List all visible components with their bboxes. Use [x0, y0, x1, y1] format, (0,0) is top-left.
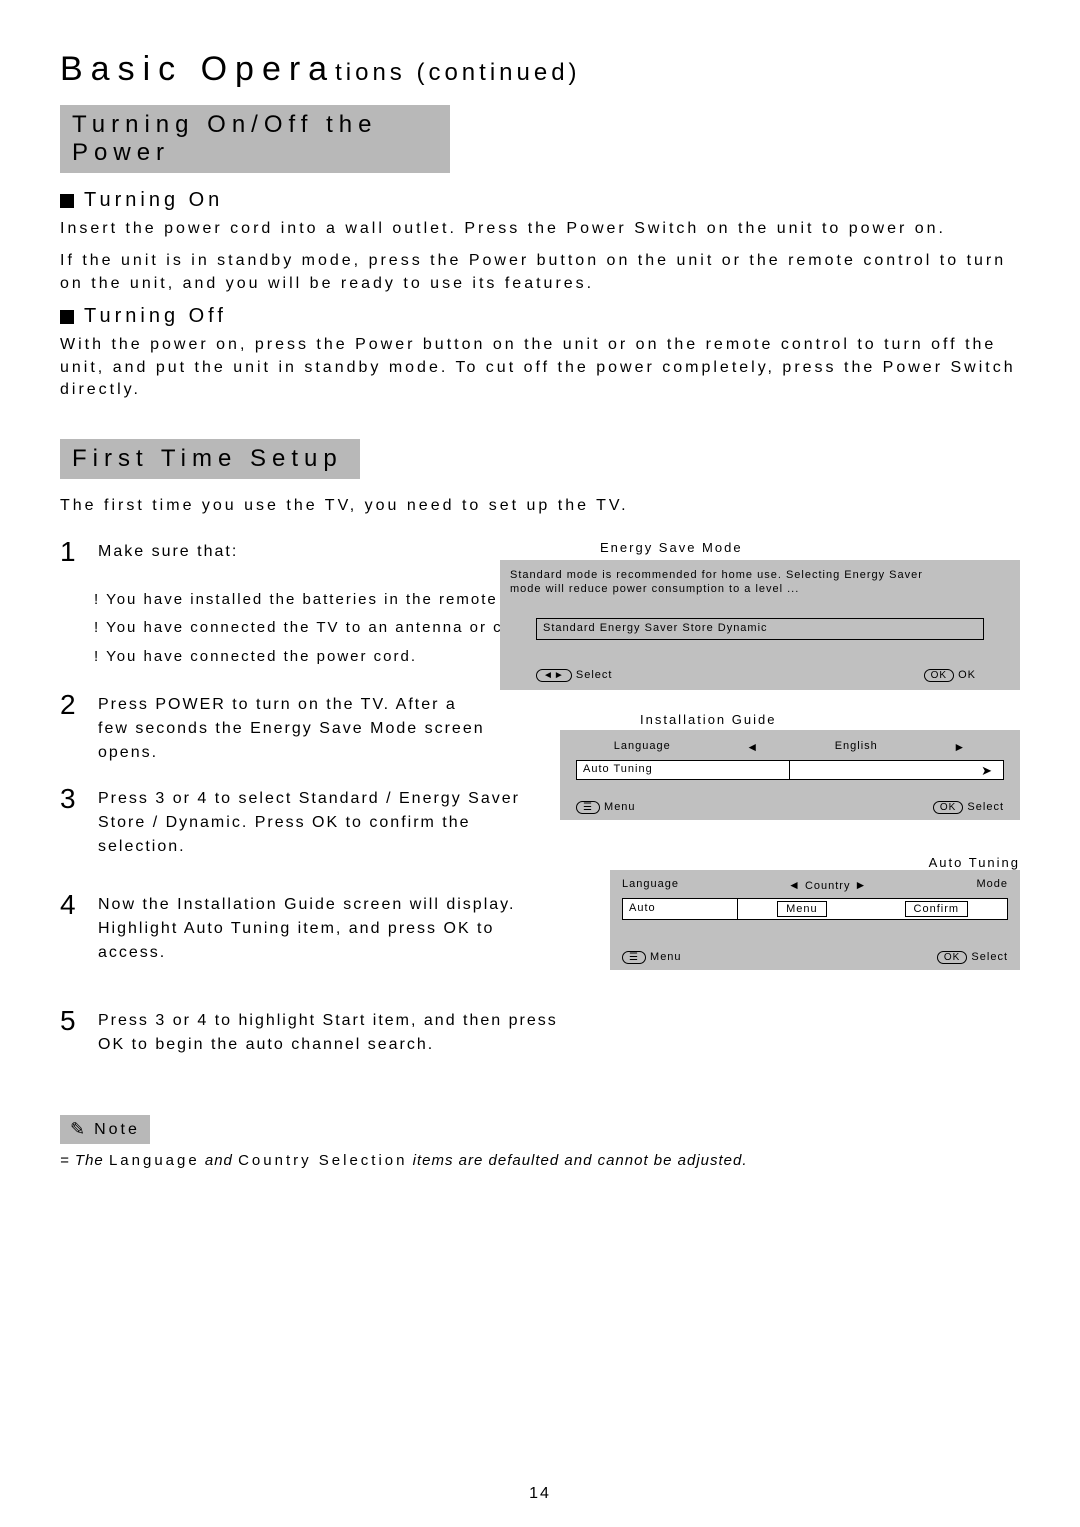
step-3-text: Press 3 or 4 to select Standard / Energy… [98, 783, 540, 859]
panel-auto-tuning: Language ◄ Country ► Mode Auto Menu Conf… [610, 870, 1020, 970]
arrow-left-icon: ◄ [746, 740, 759, 754]
panel-energy-save: Standard mode is recommended for home us… [500, 560, 1020, 690]
note-post: items are defaulted and cannot be adjust… [407, 1152, 747, 1169]
step-4-text: Now the Installation Guide screen will d… [98, 889, 540, 965]
panel1-desc-line1: Standard mode is recommended for home us… [510, 569, 923, 581]
panel3-h1: Language [622, 878, 679, 892]
section-bar-power: Turning On/Off the Power [60, 105, 450, 173]
note-badge: ✎ Note [60, 1115, 150, 1144]
step-number: 2 [60, 689, 84, 721]
heading-off-text: Turning Off [84, 305, 227, 327]
ok-icon: OK [924, 669, 954, 682]
panel2-lang-label: Language [614, 740, 671, 754]
panel3-confirm-btn: Confirm [905, 901, 969, 917]
note-pre: = The [60, 1152, 109, 1169]
step-number: 3 [60, 783, 84, 815]
panel1-options: Standard Energy Saver Store Dynamic [536, 618, 984, 640]
heading-on-text: Turning On [84, 189, 223, 211]
text-on-1: Insert the power cord into a wall outlet… [60, 218, 1020, 240]
panel-install-guide: Language ◄ English ► Auto Tuning ➤ ☰ Men… [560, 730, 1020, 820]
panel2-footer: ☰ Menu OK Select [576, 801, 1004, 814]
text-on-2: If the unit is in standby mode, press th… [60, 250, 1020, 295]
panel3-title: Auto Tuning [929, 855, 1020, 870]
heading-turning-on: Turning On [60, 189, 1020, 212]
step-number: 1 [60, 536, 84, 568]
nav-icon: ◄► [536, 669, 572, 682]
ok-icon: OK [933, 801, 963, 814]
panel3-auto-cell: Auto [623, 899, 738, 919]
panel2-row1: Language ◄ English ► [576, 740, 1004, 754]
page-number: 14 [0, 1485, 1080, 1503]
arrow-right-icon: ► [953, 740, 966, 754]
note-country: Country Selection [238, 1152, 407, 1169]
panel1-right: OK OK [924, 669, 976, 682]
menu-icon: ☰ [622, 951, 646, 964]
step-2: 2 Press POWER to turn on the TV. After a… [60, 689, 490, 765]
panel2-lang-value: English [835, 740, 878, 754]
panel1-desc: Standard mode is recommended for home us… [510, 568, 923, 597]
heading-turning-off: Turning Off [60, 305, 1020, 328]
pencil-icon: ✎ [70, 1119, 88, 1140]
step-2-text: Press POWER to turn on the TV. After a f… [98, 689, 490, 765]
panel3-header: Language ◄ Country ► Mode [622, 878, 1008, 892]
step-number: 4 [60, 889, 84, 921]
panel2-left: ☰ Menu [576, 801, 636, 814]
panel3-mid: Menu Confirm [738, 899, 1007, 919]
panel3-h3: Mode [976, 878, 1008, 892]
square-bullet-icon [60, 310, 74, 324]
ok-icon: OK [937, 951, 967, 964]
panel3-right: OK Select [937, 951, 1008, 964]
page-title: Basic Operations (continued) [60, 50, 1020, 89]
panel3-left: ☰ Menu [622, 951, 682, 964]
arrow-left-icon: ◄ [788, 878, 801, 892]
square-bullet-icon [60, 194, 74, 208]
panel3-footer: ☰ Menu OK Select [622, 951, 1008, 964]
panel2-autotune-cell: Auto Tuning [577, 761, 790, 779]
step-4: 4 Now the Installation Guide screen will… [60, 889, 540, 965]
title-main: Basic Opera [60, 50, 335, 88]
note-mid: and [200, 1152, 238, 1169]
step-5-text: Press 3 or 4 to highlight Start item, an… [98, 1005, 580, 1057]
panel3-menu-btn: Menu [777, 901, 827, 917]
panel2-title: Installation Guide [640, 712, 776, 727]
panel3-boxrow: Auto Menu Confirm [622, 898, 1008, 920]
panel1-footer: ◄► Select OK OK [536, 669, 976, 682]
panel1-title: Energy Save Mode [600, 540, 743, 555]
menu-icon: ☰ [576, 801, 600, 814]
section-bar-setup: First Time Setup [60, 439, 360, 479]
title-sub: tions (continued) [335, 59, 580, 86]
panel2-arrow-cell: ➤ [790, 761, 1003, 779]
panel1-left: ◄► Select [536, 669, 612, 682]
arrow-right-icon: ► [855, 878, 868, 892]
setup-intro: The first time you use the TV, you need … [60, 495, 1020, 517]
step-5: 5 Press 3 or 4 to highlight Start item, … [60, 1005, 580, 1057]
panel2-row2: Auto Tuning ➤ [576, 760, 1004, 780]
note-lang: Language [109, 1152, 200, 1169]
note-text: = The Language and Country Selection ite… [60, 1152, 1020, 1169]
panel1-desc-line2: mode will reduce power consumption to a … [510, 583, 799, 595]
step-number: 5 [60, 1005, 84, 1037]
note-label: Note [94, 1121, 140, 1139]
panel2-right: OK Select [933, 801, 1004, 814]
text-off-1: With the power on, press the Power butto… [60, 334, 1020, 401]
step-3: 3 Press 3 or 4 to select Standard / Ener… [60, 783, 540, 859]
panel3-h2-group: ◄ Country ► [788, 878, 867, 892]
